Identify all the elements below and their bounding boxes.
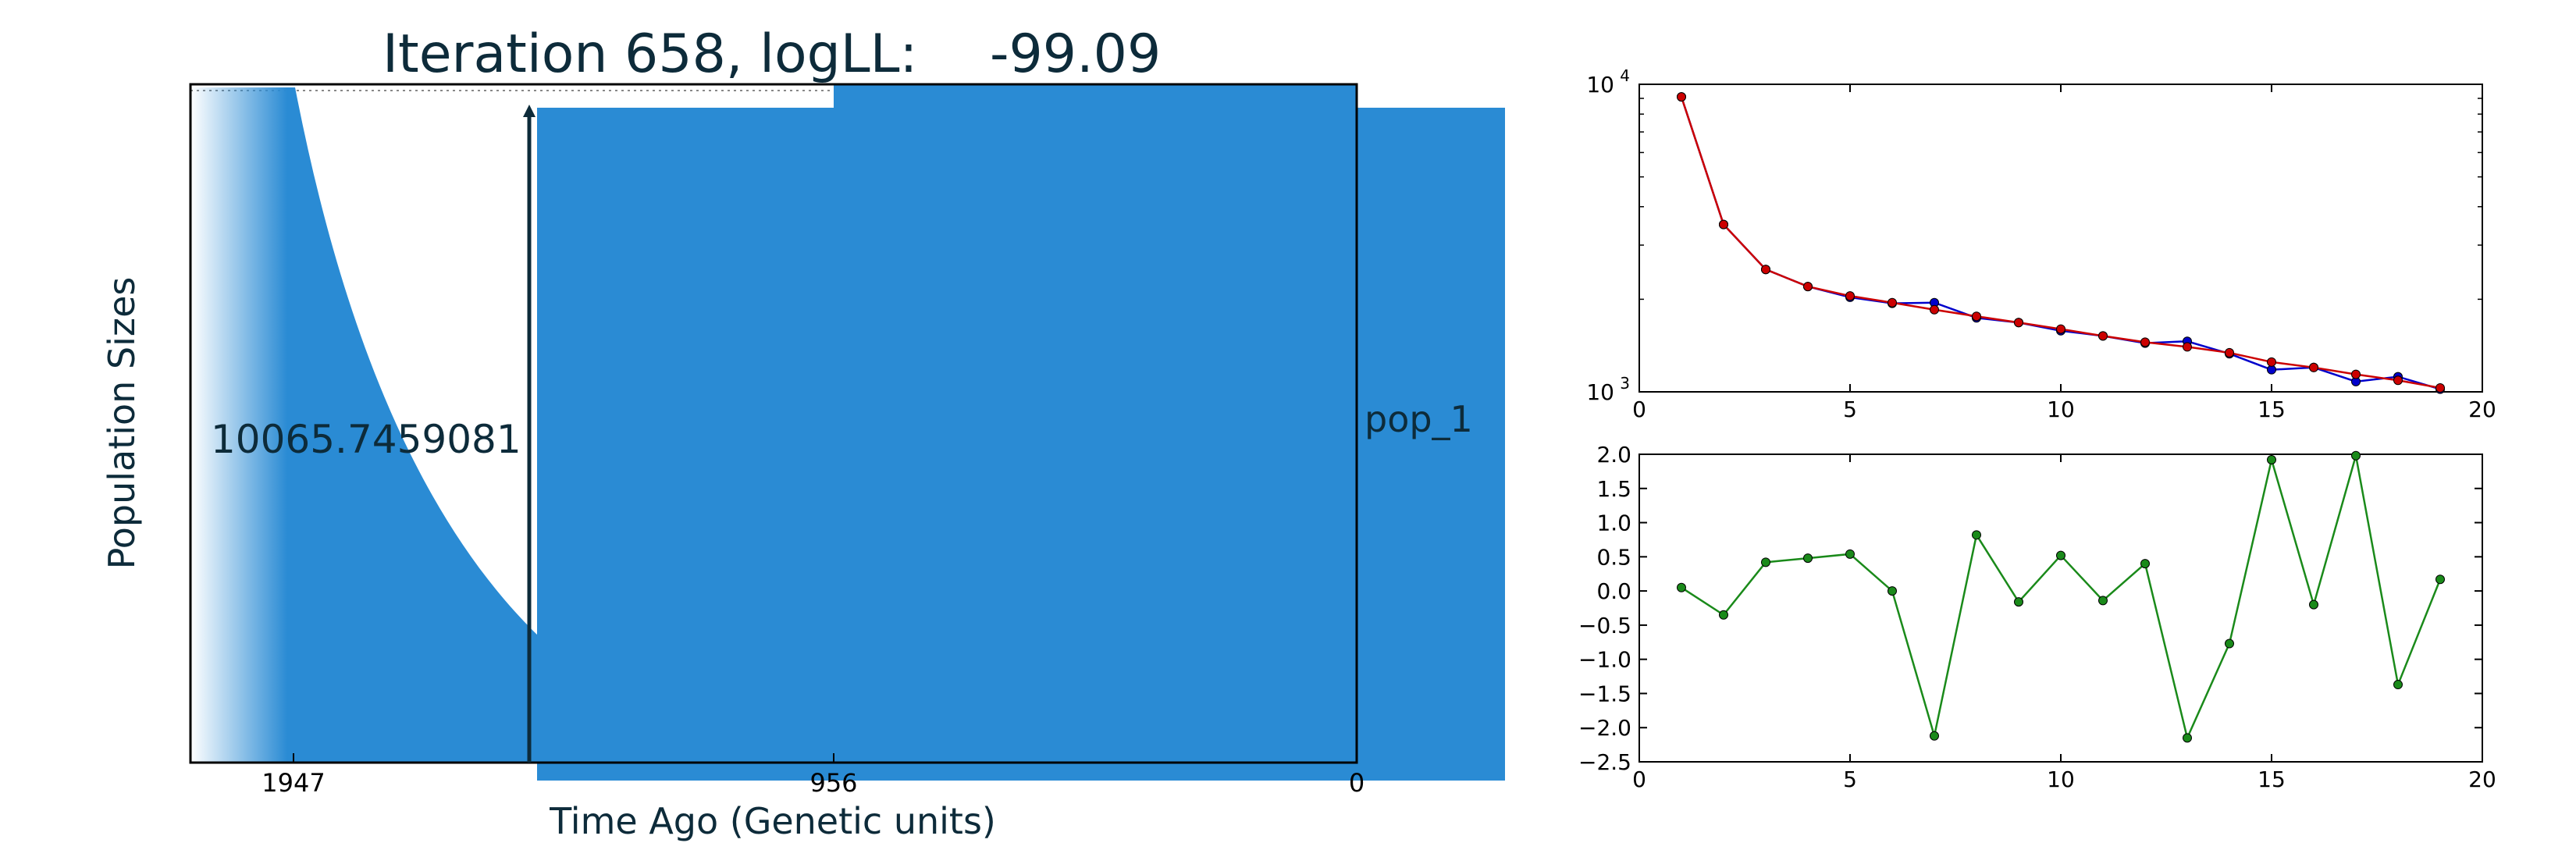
size-history-ytick-exponent: 3 <box>1620 374 1630 393</box>
size-history-xtick-label: 15 <box>2258 397 2286 422</box>
size-history-point <box>2309 362 2318 372</box>
size-history-point <box>2435 382 2445 393</box>
size-arrow-head <box>523 105 535 117</box>
residual-point <box>2183 733 2192 743</box>
population-label: pop_1 <box>1364 398 1473 440</box>
residual-point <box>1888 586 1897 596</box>
size-history-series-line-0 <box>1680 96 2441 390</box>
residual-ytick-label: 1.0 <box>1596 510 1631 536</box>
size-history-chart: 0 5 10 15 20 10 3 10 4 <box>1586 66 2496 422</box>
population-axes-frame <box>189 83 1358 764</box>
residual-point <box>2014 597 2023 607</box>
population-fade-strip <box>190 87 287 763</box>
size-history-point <box>1803 282 1813 292</box>
residual-point <box>2351 450 2361 461</box>
residual-series <box>1677 450 2445 743</box>
residual-xtick-label: 20 <box>2468 767 2496 792</box>
size-history-xtick-label: 10 <box>2047 397 2075 422</box>
residual-ytick-label: 2.0 <box>1596 442 1631 468</box>
size-history-point <box>2014 318 2023 328</box>
residual-ytick-label: −0.5 <box>1578 613 1631 638</box>
residual-point <box>1677 582 1686 592</box>
figure-title-value: -99.09 <box>990 23 1161 85</box>
size-history-ticks: 0 5 10 15 20 10 3 10 4 <box>1586 66 2496 422</box>
size-history-point <box>2140 337 2150 347</box>
size-history-series-line-1 <box>1680 96 2441 389</box>
residual-ytick-label: 0.0 <box>1596 578 1631 604</box>
residual-point <box>1803 553 1813 564</box>
residual-series-line-0 <box>1681 455 2442 742</box>
size-history-point <box>2393 375 2403 386</box>
residual-xtick-label: 10 <box>2047 767 2075 792</box>
residual-point <box>2098 596 2108 606</box>
residual-point <box>1972 530 1981 540</box>
residual-ytick-label: −1.0 <box>1578 647 1631 673</box>
residual-point <box>2435 574 2445 585</box>
size-history-xtick-label: 0 <box>1632 397 1646 422</box>
residual-ytick-label: −2.0 <box>1578 715 1631 741</box>
size-history-point <box>2183 342 2192 352</box>
size-history-ytick-label: 10 <box>1586 379 1614 405</box>
figure-title: Iteration 658, logLL: <box>382 23 917 85</box>
size-history-point <box>1677 92 1686 102</box>
residual-xtick-label: 0 <box>1632 767 1646 792</box>
size-history-point <box>2267 365 2276 375</box>
population-xlabel: Time Ago (Genetic units) <box>549 800 996 842</box>
residual-xtick-label: 15 <box>2258 767 2286 792</box>
residual-point <box>1761 557 1770 567</box>
residual-point <box>2393 680 2403 690</box>
population-growth-area <box>287 87 539 763</box>
size-history-point <box>1845 291 1855 301</box>
size-history-point <box>2267 357 2276 367</box>
population-block <box>537 84 1505 781</box>
xtick-label-0: 0 <box>1349 768 1364 798</box>
size-history-point <box>1930 304 1939 315</box>
residual-ytick-label: 1.5 <box>1596 476 1631 502</box>
residual-ytick-label: −2.5 <box>1578 749 1631 775</box>
residual-point <box>1719 610 1728 620</box>
residual-ytick-label: 0.5 <box>1596 544 1631 570</box>
residual-point <box>2309 599 2318 610</box>
residual-ticks: 0 5 10 15 20 2.0 1.5 1.0 0.5 0.0 −0.5 −1.0 −1.5 −2.0 −… <box>1578 442 2496 792</box>
size-history-series <box>1677 92 2445 394</box>
xtick-label-956: 956 <box>809 768 857 798</box>
residual-ytick-label: −1.5 <box>1578 681 1631 706</box>
size-history-point <box>2098 331 2108 341</box>
residual-point <box>2225 638 2234 649</box>
residual-axes-frame <box>1638 454 2483 763</box>
residual-point <box>1845 549 1855 559</box>
residual-point <box>2140 559 2150 569</box>
residual-point <box>2056 550 2065 560</box>
residual-chart: 0 5 10 15 20 2.0 1.5 1.0 0.5 0.0 −0.5 −1.0 −1.5 −2.0 −… <box>1578 442 2496 792</box>
population-ylabel: Population Sizes <box>101 277 143 570</box>
size-history-point <box>2225 347 2234 357</box>
population-panel: 10065.7459081 pop_1 1947 956 0 Time Ago … <box>101 83 1505 842</box>
size-history-ytick-label: 10 <box>1586 72 1614 98</box>
size-history-xtick-label: 5 <box>1843 397 1857 422</box>
size-history-point <box>1719 219 1728 229</box>
residual-point <box>2267 455 2276 465</box>
size-history-point <box>1972 311 1981 322</box>
size-history-point <box>1888 297 1897 308</box>
size-history-axes-frame <box>1638 84 2483 393</box>
residual-point <box>1930 731 1939 741</box>
size-history-point <box>2056 324 2065 334</box>
size-history-point <box>2351 369 2361 379</box>
size-history-ytick-exponent: 4 <box>1620 66 1630 85</box>
size-history-point <box>1761 265 1770 275</box>
xtick-label-1947: 1947 <box>262 768 325 798</box>
residual-xtick-label: 5 <box>1843 767 1857 792</box>
population-size-annotation: 10065.7459081 <box>211 417 521 462</box>
size-history-xtick-label: 20 <box>2468 397 2496 422</box>
